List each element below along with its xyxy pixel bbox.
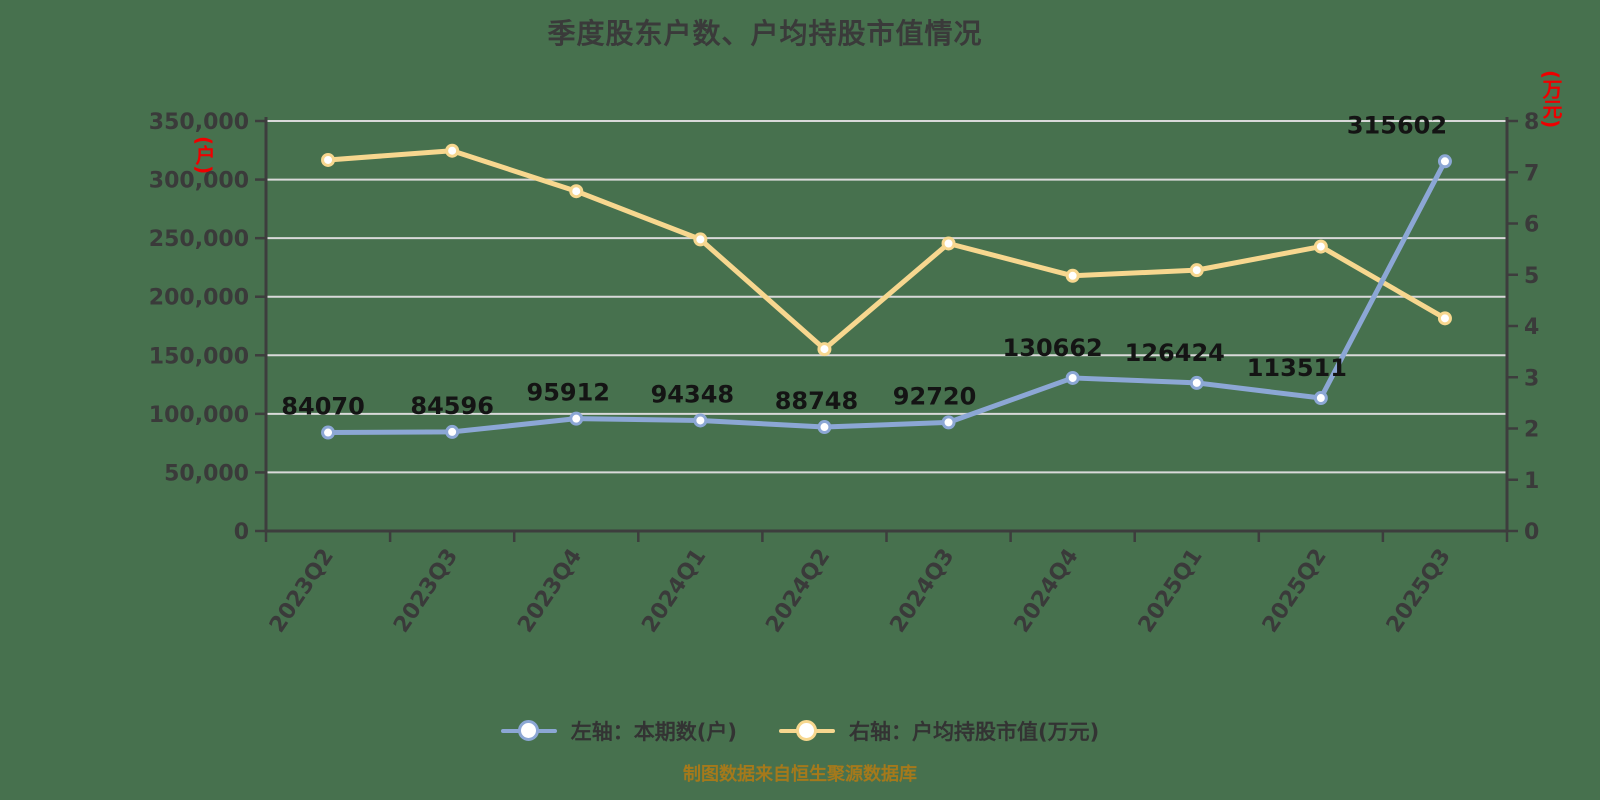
- data-point: [693, 413, 708, 428]
- right-axis-tick-label: 3: [1524, 366, 1539, 391]
- data-point: [1189, 375, 1204, 390]
- data-point-label: 113511: [1247, 354, 1347, 382]
- data-point-label: 130662: [1003, 334, 1103, 362]
- x-axis-category-label: 2024Q3: [886, 544, 960, 637]
- series-line: [325, 148, 1448, 352]
- legend-item-right-series: 右轴：户均持股市值(万元): [779, 716, 1099, 746]
- legend-label-left-series: 左轴：本期数(户): [570, 720, 737, 744]
- left-axis-tick-label: 350,000: [149, 110, 249, 135]
- right-axis-tick-label: 7: [1524, 161, 1539, 186]
- x-axis-category-label: 2024Q2: [761, 544, 835, 637]
- left-axis-tick-label: 0: [234, 520, 249, 545]
- data-point-label: 94348: [651, 380, 735, 408]
- data-point: [569, 184, 584, 199]
- data-point: [693, 232, 708, 247]
- data-point-label: 84070: [281, 393, 365, 421]
- right-axis-tick-label: 8: [1524, 110, 1539, 135]
- data-point: [817, 420, 832, 435]
- right-axis-tick-label: 0: [1524, 520, 1539, 545]
- x-axis-category-label: 2023Q4: [513, 544, 587, 637]
- right-axis-unit-label: (万元): [1539, 70, 1563, 129]
- left-axis-tick-label: 300,000: [149, 169, 249, 194]
- data-point: [1437, 311, 1452, 326]
- data-source-note: 制图数据来自恒生聚源数据库: [683, 764, 917, 785]
- right-axis-tick-label: 6: [1524, 213, 1539, 238]
- series-line: [325, 158, 1448, 436]
- right-axis-tick-label: 2: [1524, 418, 1539, 443]
- data-point: [445, 143, 460, 158]
- right-axis-tick-label: 1: [1524, 469, 1539, 494]
- data-point: [321, 152, 336, 167]
- data-point: [1065, 370, 1080, 385]
- x-axis-category-label: 2025Q2: [1258, 544, 1332, 637]
- data-point: [1313, 239, 1328, 254]
- data-point: [941, 236, 956, 251]
- legend-dot-blue: [517, 720, 539, 741]
- legend: 左轴：本期数(户) 右轴：户均持股市值(万元): [0, 716, 1600, 746]
- data-point-label: 95912: [527, 379, 611, 407]
- x-axis-category-label: 2023Q3: [389, 544, 463, 637]
- data-point: [445, 424, 460, 439]
- chart-title: 季度股东户数、户均持股市值情况: [547, 17, 983, 50]
- data-point-label: 92720: [893, 382, 977, 410]
- data-point-label: 126424: [1125, 339, 1225, 367]
- right-axis-tick-label: 4: [1524, 315, 1539, 340]
- data-point: [321, 425, 336, 440]
- legend-dot-yellow: [796, 720, 817, 741]
- left-axis-tick-label: 250,000: [149, 227, 249, 252]
- data-point: [1313, 391, 1328, 406]
- data-point: [941, 415, 956, 430]
- line-chart: 0 50,000 100,000 150,000 200,000 250,000 300,0…: [149, 110, 1540, 637]
- x-axis-category-label: 2025Q3: [1382, 544, 1456, 637]
- x-axis-category-label: 2025Q1: [1134, 544, 1208, 637]
- right-axis-tick-label: 5: [1524, 264, 1539, 289]
- data-point: [817, 342, 832, 357]
- data-point-label: 315602: [1347, 111, 1447, 139]
- left-axis-tick-label: 200,000: [149, 286, 249, 311]
- left-axis-tick-label: 50,000: [164, 461, 249, 486]
- data-point: [1065, 268, 1080, 283]
- data-point: [1189, 263, 1204, 278]
- x-axis-category-label: 2024Q4: [1010, 544, 1084, 637]
- legend-label-right-series: 右轴：户均持股市值(万元): [849, 720, 1100, 744]
- data-point-label: 84596: [410, 392, 494, 420]
- left-axis-unit-label: (户): [192, 136, 216, 175]
- left-axis-tick-label: 100,000: [149, 403, 249, 428]
- legend-item-left-series: 左轴：本期数(户): [500, 716, 737, 746]
- data-point-label: 88748: [775, 387, 859, 415]
- data-point: [1437, 154, 1452, 169]
- left-axis-tick-label: 150,000: [149, 344, 249, 369]
- data-point: [569, 411, 584, 426]
- x-axis-category-label: 2024Q1: [637, 544, 711, 637]
- legend-marker-yellow-icon: [779, 719, 835, 743]
- legend-marker-blue-icon: [500, 719, 557, 743]
- x-axis-category-label: 2023Q2: [265, 544, 339, 637]
